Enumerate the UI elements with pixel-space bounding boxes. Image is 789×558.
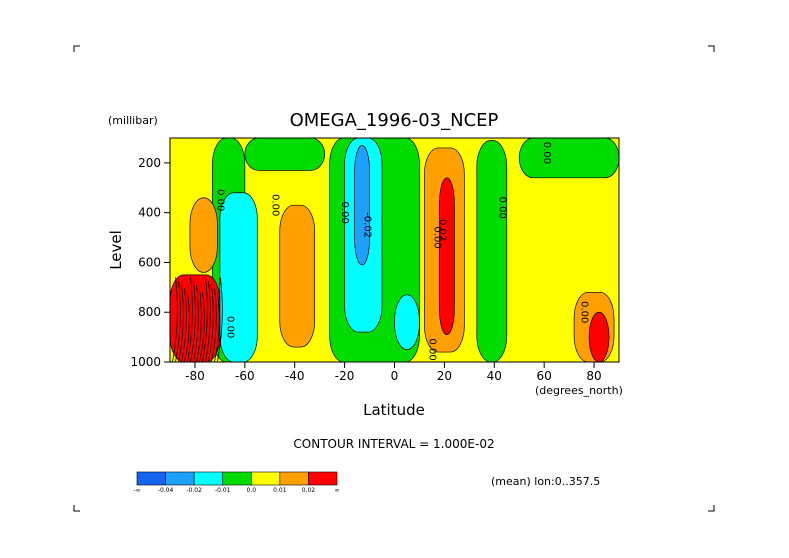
contour-region-8 [394,294,420,350]
colorbar-swatch-2 [193,471,224,486]
colorbar-label-0: -∞ [133,487,140,494]
contour-field [170,138,619,362]
dense-contour-line-7 [193,284,199,362]
dense-contour-line-2 [178,284,184,362]
x-tick-label-6: 40 [487,369,502,383]
colorbar-swatch-3 [222,471,252,486]
x-tick-label-0: -80 [185,369,205,383]
dense-contour-line-13 [211,288,217,362]
dense-contour-line-1 [175,281,181,362]
mean-text: (mean) lon:0..357.5 [491,475,600,488]
contour-label-0: 0.00 [214,189,225,211]
dense-contour-line-4 [184,292,190,362]
dense-contour-line-3 [181,288,187,362]
dense-contour-line-11 [205,281,211,362]
dense-contour-line-10 [202,277,208,362]
x-tick-label-3: -20 [335,369,355,383]
y-tick-label-4: 1000 [130,355,161,369]
y-axis-label: Level [107,230,125,270]
contour-label-9: 0.00 [224,316,235,338]
contour-interval-text: CONTOUR INTERVAL = 1.000E-02 [293,437,494,451]
colorbar-label-4: 0.0 [247,487,257,494]
y-tick-label-0: 200 [138,156,161,170]
x-axis-label: Latitude [363,401,425,419]
colorbar-label-3: -0.01 [215,487,231,494]
contour-lines [172,277,223,362]
contour-region-5 [518,138,619,179]
contour-label-10: 0.00 [426,338,437,360]
x-axis: -80 -60 -40 -20 0 20 40 60 80 [185,362,602,383]
dense-contour-line-0 [172,277,178,362]
x-tick-label-1: -60 [235,369,255,383]
chart-title: OMEGA_1996-03_NCEP [290,110,499,131]
contour-label-2: 0.00 [339,202,350,224]
contour-region-6 [219,192,258,362]
y-tick-label-1: 400 [138,206,161,220]
dense-contour-line-8 [196,288,202,362]
contour-region-12 [189,197,218,273]
x-tick-label-4: 0 [391,369,399,383]
colorbar: -∞ -0.04 -0.02 -0.01 0.0 0.01 0.02 ∞ [133,471,340,494]
contour-label-7: 0.00 [541,142,552,164]
contour-region-4 [476,140,508,362]
colorbar-label-7: ∞ [335,487,340,494]
contour-region-9 [354,145,370,266]
colorbar-swatch-4 [250,471,281,486]
colorbar-swatch-0 [136,471,166,486]
colorbar-label-5: 0.01 [273,487,287,494]
colorbar-label-6: 0.02 [302,487,316,494]
colorbar-label-2: -0.02 [186,487,202,494]
x-unit-label: (degrees_north) [535,384,623,397]
x-tick-label-2: -40 [285,369,305,383]
x-tick-label-7: 60 [537,369,552,383]
dense-contour-line-9 [199,292,205,362]
contour-region-16 [588,311,610,362]
y-tick-label-3: 800 [138,305,161,319]
dense-contour-line-12 [208,284,214,362]
crop-marks [73,45,715,512]
contour-region-14 [439,177,455,335]
contour-label-5: 0.00 [431,226,442,248]
contour-labels: 0.00 0.00 0.00 -0.02 0.020.000.000.000.000.0… [214,142,589,361]
y-axis: 200 400 600 800 1000 [130,156,170,369]
contour-region-2 [244,138,326,171]
dense-contour-line-6 [190,281,196,362]
dense-contour-line-14 [214,292,220,362]
contour-label-4: 0.02 [436,219,447,241]
colorbar-swatch-1 [165,471,195,486]
x-tick-label-5: 20 [437,369,452,383]
colorbar-swatch-6 [308,471,338,486]
y-unit-label: (millibar) [108,114,158,127]
contour-label-3: -0.02 [362,212,373,238]
dense-contour-line-5 [187,277,193,362]
y-tick-label-2: 600 [138,255,161,269]
colorbar-label-1: -0.04 [158,487,174,494]
x-tick-label-8: 80 [586,369,601,383]
contour-label-8: 0.00 [579,301,590,323]
contour-label-6: 0.00 [496,197,507,219]
dense-contour-line-15 [217,277,223,362]
contour-label-1: 0.00 [269,194,280,216]
colorbar-swatch-5 [279,471,309,486]
contour-region-10 [279,204,316,348]
